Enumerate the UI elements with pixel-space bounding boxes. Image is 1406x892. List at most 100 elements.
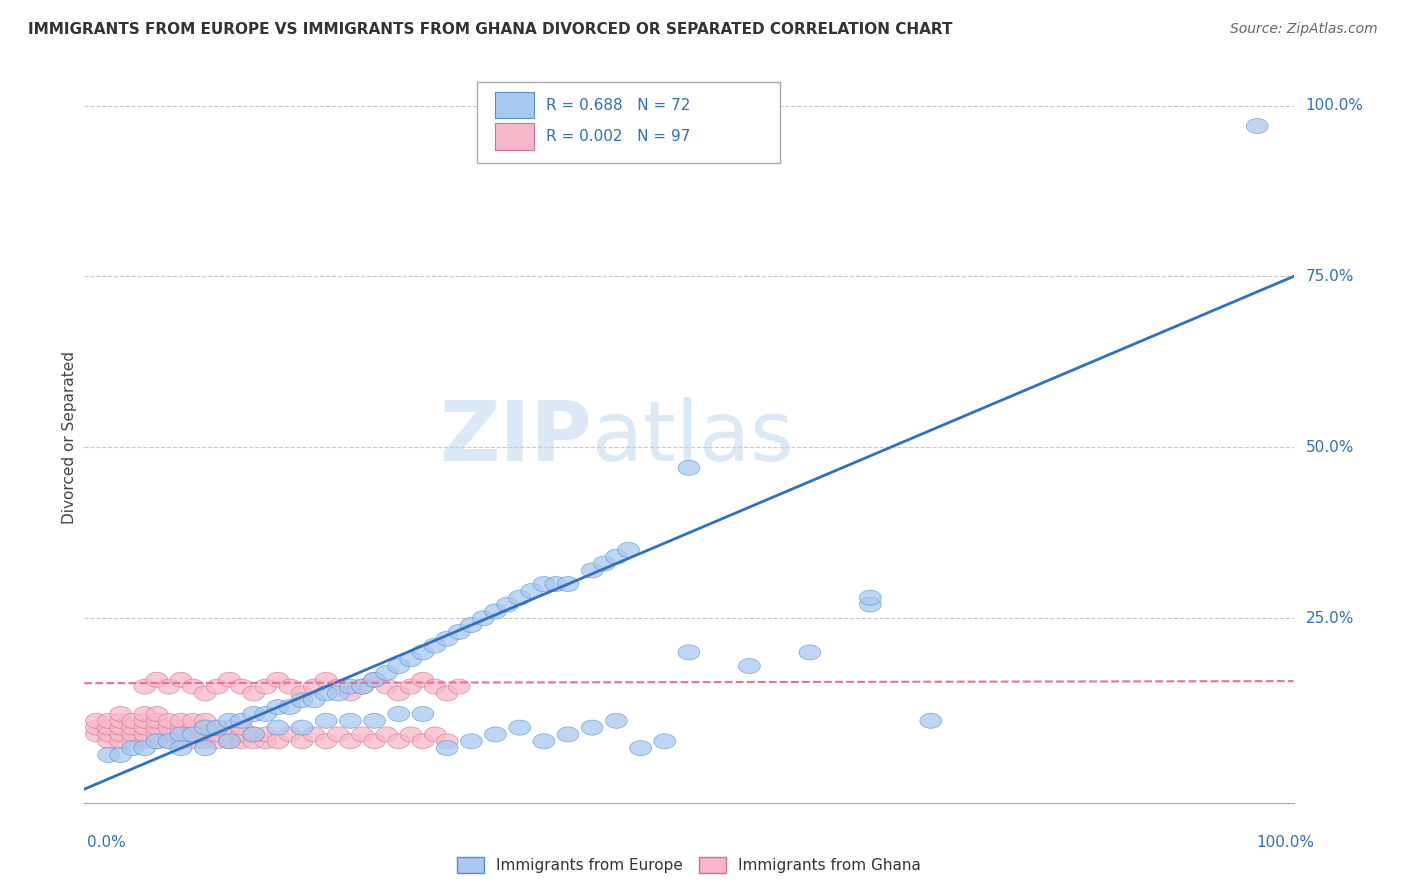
Ellipse shape — [460, 734, 482, 748]
Ellipse shape — [97, 734, 120, 748]
Ellipse shape — [375, 679, 398, 694]
Ellipse shape — [399, 727, 422, 742]
Ellipse shape — [146, 734, 167, 748]
Ellipse shape — [231, 679, 253, 694]
Ellipse shape — [364, 673, 385, 687]
Ellipse shape — [110, 734, 132, 748]
Ellipse shape — [352, 679, 374, 694]
Ellipse shape — [557, 727, 579, 742]
Ellipse shape — [630, 740, 651, 756]
Ellipse shape — [207, 727, 228, 742]
Ellipse shape — [254, 727, 277, 742]
Ellipse shape — [267, 673, 288, 687]
Ellipse shape — [170, 734, 193, 748]
Ellipse shape — [146, 673, 167, 687]
Ellipse shape — [110, 720, 132, 735]
Ellipse shape — [146, 706, 167, 722]
Text: Source: ZipAtlas.com: Source: ZipAtlas.com — [1230, 22, 1378, 37]
Ellipse shape — [436, 740, 458, 756]
Ellipse shape — [278, 679, 301, 694]
Ellipse shape — [606, 714, 627, 728]
Ellipse shape — [304, 679, 325, 694]
Ellipse shape — [678, 460, 700, 475]
Text: R = 0.002   N = 97: R = 0.002 N = 97 — [547, 129, 690, 144]
Ellipse shape — [170, 720, 193, 735]
Ellipse shape — [146, 727, 167, 742]
Ellipse shape — [388, 658, 409, 673]
Ellipse shape — [146, 714, 167, 728]
Ellipse shape — [399, 679, 422, 694]
Ellipse shape — [122, 734, 143, 748]
Ellipse shape — [267, 699, 288, 714]
Ellipse shape — [218, 673, 240, 687]
Ellipse shape — [110, 706, 132, 722]
Ellipse shape — [425, 727, 446, 742]
Ellipse shape — [412, 706, 434, 722]
Ellipse shape — [460, 617, 482, 632]
Text: 50.0%: 50.0% — [1306, 440, 1354, 455]
Ellipse shape — [157, 727, 180, 742]
Ellipse shape — [122, 727, 143, 742]
Ellipse shape — [134, 706, 156, 722]
Ellipse shape — [194, 734, 217, 748]
Ellipse shape — [859, 597, 882, 612]
Ellipse shape — [134, 679, 156, 694]
Ellipse shape — [1246, 119, 1268, 134]
Ellipse shape — [678, 645, 700, 660]
Text: R = 0.688   N = 72: R = 0.688 N = 72 — [547, 97, 690, 112]
Ellipse shape — [194, 720, 217, 735]
Ellipse shape — [122, 740, 143, 756]
Ellipse shape — [412, 673, 434, 687]
Ellipse shape — [593, 556, 616, 571]
Ellipse shape — [231, 734, 253, 748]
Ellipse shape — [183, 727, 204, 742]
Ellipse shape — [194, 740, 217, 756]
Text: 75.0%: 75.0% — [1306, 268, 1354, 284]
Ellipse shape — [183, 679, 204, 694]
Ellipse shape — [183, 734, 204, 748]
Ellipse shape — [799, 645, 821, 660]
Ellipse shape — [364, 714, 385, 728]
Ellipse shape — [581, 563, 603, 578]
Ellipse shape — [412, 645, 434, 660]
Ellipse shape — [134, 740, 156, 756]
Ellipse shape — [194, 714, 217, 728]
Ellipse shape — [170, 673, 193, 687]
Text: IMMIGRANTS FROM EUROPE VS IMMIGRANTS FROM GHANA DIVORCED OR SEPARATED CORRELATIO: IMMIGRANTS FROM EUROPE VS IMMIGRANTS FRO… — [28, 22, 953, 37]
Ellipse shape — [218, 720, 240, 735]
Ellipse shape — [218, 714, 240, 728]
Ellipse shape — [509, 720, 530, 735]
Ellipse shape — [546, 576, 567, 591]
Ellipse shape — [170, 714, 193, 728]
Ellipse shape — [328, 686, 349, 701]
Ellipse shape — [243, 727, 264, 742]
Ellipse shape — [243, 734, 264, 748]
Ellipse shape — [449, 679, 470, 694]
Ellipse shape — [606, 549, 627, 565]
Legend: Immigrants from Europe, Immigrants from Ghana: Immigrants from Europe, Immigrants from … — [450, 851, 928, 880]
Text: atlas: atlas — [592, 397, 794, 477]
Ellipse shape — [425, 638, 446, 653]
Ellipse shape — [97, 714, 120, 728]
Ellipse shape — [339, 679, 361, 694]
Ellipse shape — [328, 727, 349, 742]
FancyBboxPatch shape — [495, 92, 534, 118]
FancyBboxPatch shape — [478, 82, 779, 162]
Ellipse shape — [291, 720, 314, 735]
Ellipse shape — [254, 706, 277, 722]
Text: ZIP: ZIP — [440, 397, 592, 477]
Ellipse shape — [328, 679, 349, 694]
Ellipse shape — [339, 714, 361, 728]
Ellipse shape — [399, 652, 422, 666]
Ellipse shape — [157, 679, 180, 694]
Ellipse shape — [315, 714, 337, 728]
Text: 25.0%: 25.0% — [1306, 611, 1354, 625]
Ellipse shape — [243, 686, 264, 701]
Ellipse shape — [533, 734, 555, 748]
Ellipse shape — [339, 734, 361, 748]
Ellipse shape — [339, 686, 361, 701]
Ellipse shape — [291, 693, 314, 707]
Ellipse shape — [207, 734, 228, 748]
Ellipse shape — [315, 673, 337, 687]
Ellipse shape — [304, 727, 325, 742]
